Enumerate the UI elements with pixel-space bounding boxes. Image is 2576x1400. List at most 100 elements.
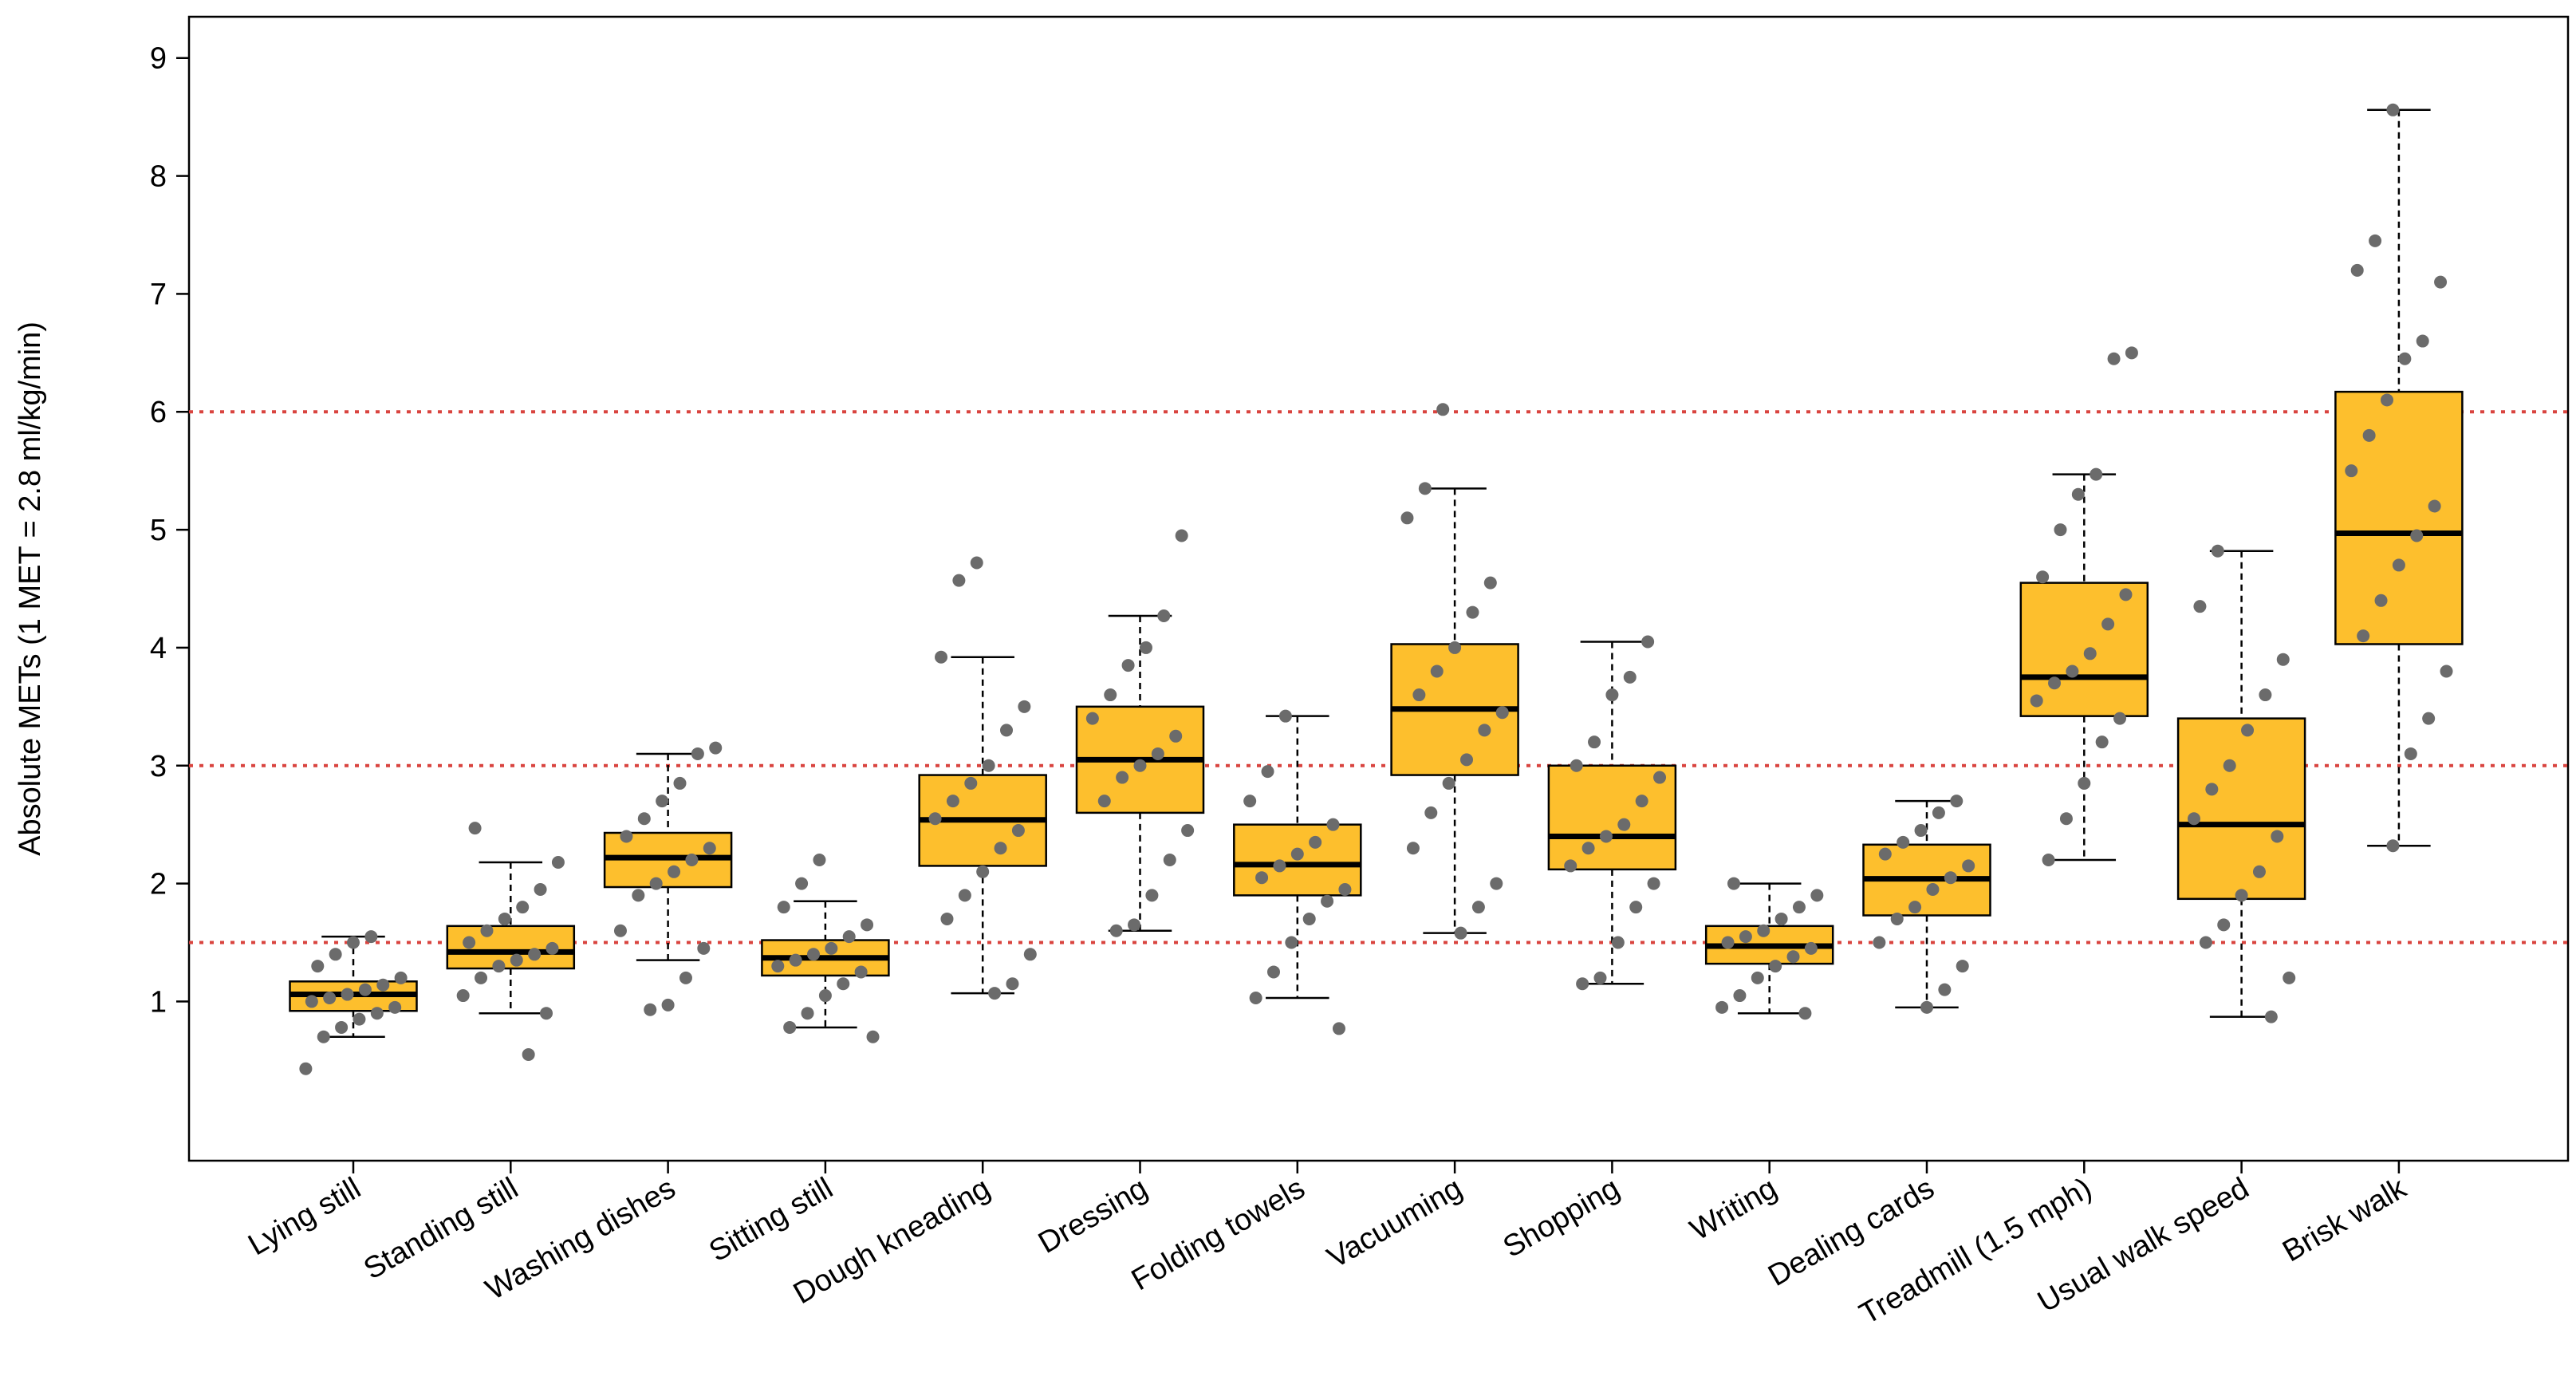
data-point xyxy=(1721,936,1735,949)
data-point xyxy=(2410,529,2424,542)
data-point xyxy=(1727,877,1740,890)
x-tick-label: Vacuuming xyxy=(1321,1171,1467,1275)
data-point xyxy=(1956,960,1969,973)
data-point xyxy=(546,941,559,955)
box xyxy=(2176,717,2306,901)
data-point xyxy=(1006,977,1019,991)
data-point xyxy=(1804,941,1818,955)
data-point xyxy=(1139,641,1152,654)
x-tick-label: Lying still xyxy=(242,1171,366,1262)
data-point xyxy=(1145,889,1159,902)
data-point xyxy=(1290,847,1304,861)
y-axis-label: Absolute METs (1 MET = 2.8 ml/kg/min) xyxy=(14,321,47,856)
y-tick-label: 5 xyxy=(150,514,167,547)
data-point xyxy=(1436,403,1450,416)
data-point xyxy=(1611,936,1625,949)
data-point xyxy=(2095,735,2109,749)
data-point xyxy=(1576,977,1589,991)
data-point xyxy=(1570,759,1583,772)
y-tick-label: 9 xyxy=(150,42,167,76)
data-point xyxy=(1938,983,1952,996)
data-point xyxy=(1400,511,1414,525)
data-point xyxy=(2036,570,2050,584)
data-point xyxy=(1266,965,1280,979)
data-point xyxy=(1873,936,1886,949)
data-point xyxy=(1588,735,1601,749)
data-point xyxy=(456,989,470,1003)
data-point xyxy=(668,865,681,878)
data-point xyxy=(2252,865,2266,878)
data-point xyxy=(1478,724,1491,737)
data-point xyxy=(2374,594,2388,607)
data-point xyxy=(370,1007,384,1020)
data-point xyxy=(842,930,856,944)
data-point xyxy=(2416,334,2429,348)
data-point xyxy=(2392,558,2405,572)
data-point xyxy=(1471,901,1485,914)
data-point xyxy=(2048,676,2062,690)
data-point xyxy=(394,971,408,984)
data-point xyxy=(1163,854,1176,867)
x-tick-label: Folding towels xyxy=(1126,1171,1310,1297)
data-point xyxy=(2107,352,2121,365)
data-point xyxy=(1116,771,1129,784)
x-tick-label: Brisk walk xyxy=(2277,1171,2413,1268)
data-point xyxy=(958,889,971,902)
data-point xyxy=(388,1000,402,1014)
data-point xyxy=(866,1030,880,1043)
data-point xyxy=(1151,747,1164,760)
data-point xyxy=(1243,795,1257,808)
data-point xyxy=(2369,234,2382,247)
data-point xyxy=(709,741,723,755)
data-point xyxy=(1757,924,1771,937)
data-point xyxy=(475,971,488,984)
data-point xyxy=(1332,1022,1345,1035)
data-point xyxy=(1460,753,1474,767)
data-point xyxy=(1629,901,1643,914)
data-point xyxy=(1448,641,1462,654)
data-point xyxy=(2283,971,2296,984)
x-tick-label: Dressing xyxy=(1033,1171,1153,1260)
y-tick-label: 8 xyxy=(150,160,167,194)
data-point xyxy=(498,912,511,925)
x-tick-label: Shopping xyxy=(1498,1171,1625,1264)
data-point xyxy=(777,901,790,914)
data-point xyxy=(2071,487,2085,501)
data-point xyxy=(637,812,651,826)
data-point xyxy=(1798,1007,1812,1020)
y-tick-label: 7 xyxy=(150,278,167,311)
data-point xyxy=(1647,877,1660,890)
data-point xyxy=(2398,352,2412,365)
plot-frame xyxy=(187,15,2570,1162)
y-tick-label: 1 xyxy=(150,985,167,1019)
data-point xyxy=(661,998,675,1012)
data-point xyxy=(795,877,809,890)
data-point xyxy=(697,941,711,955)
y-tick-label: 3 xyxy=(150,750,167,783)
data-point xyxy=(1169,729,1183,743)
data-point xyxy=(1181,824,1195,838)
data-point xyxy=(1926,882,1940,896)
data-point xyxy=(1769,960,1782,973)
data-point xyxy=(2264,1010,2278,1023)
data-point xyxy=(1011,824,1025,838)
data-point xyxy=(323,991,337,1004)
x-tick-label: Sitting still xyxy=(703,1171,838,1268)
data-point xyxy=(2345,464,2358,478)
data-point xyxy=(1000,724,1014,737)
data-point xyxy=(1920,1000,1933,1014)
data-point xyxy=(1326,818,1340,831)
data-point xyxy=(2054,523,2067,537)
data-point xyxy=(1454,926,1467,940)
data-point xyxy=(358,983,372,996)
data-point xyxy=(1133,759,1147,772)
data-point xyxy=(940,912,954,925)
data-point xyxy=(1751,971,1764,984)
data-point xyxy=(1309,835,1322,849)
data-point xyxy=(528,948,542,961)
data-point xyxy=(329,948,342,961)
data-point xyxy=(1018,700,1031,713)
data-point xyxy=(632,889,645,902)
data-point xyxy=(1085,712,1099,725)
data-point xyxy=(335,1020,349,1034)
